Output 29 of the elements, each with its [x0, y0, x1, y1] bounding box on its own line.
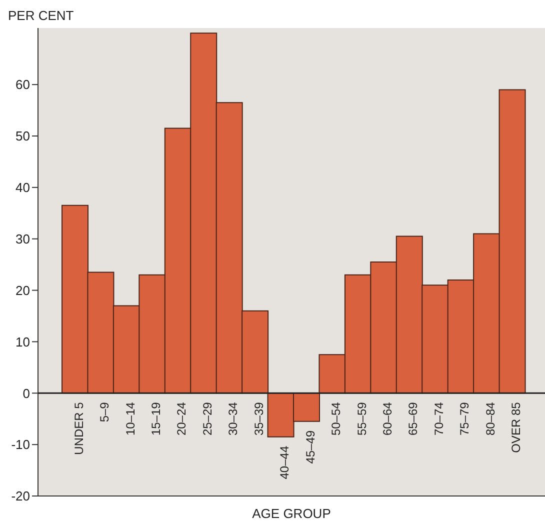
y-tick-label: 30	[16, 231, 30, 246]
y-tick-label: 50	[16, 128, 30, 144]
x-tick-label: 50–54	[329, 402, 344, 436]
x-tick-label: 80–84	[483, 402, 498, 436]
x-tick-label: 30–34	[226, 402, 240, 436]
x-tick-label: 35–39	[252, 402, 266, 436]
x-tick-label: 5–9	[98, 402, 112, 422]
x-tick-label: 45–49	[303, 430, 318, 464]
y-axis-title: PER CENT	[8, 8, 74, 23]
y-tick-label: 40	[16, 180, 30, 196]
x-tick-label: UNDER 5	[72, 402, 86, 455]
x-tick-label: 25–29	[200, 402, 214, 436]
x-tick-label: 20–24	[174, 402, 189, 436]
x-axis-title: AGE GROUP	[252, 506, 331, 521]
y-tick-label: -10	[11, 437, 30, 452]
x-tick-label: 10–14	[123, 402, 138, 436]
y-tick-label: 20	[16, 282, 30, 298]
x-tick-label: 75–79	[458, 402, 472, 436]
x-tick-label: 60–64	[380, 402, 395, 436]
x-tick-label: 15–19	[149, 402, 164, 436]
x-tick-label: 65–69	[406, 402, 420, 436]
x-tick-label: OVER 85	[509, 402, 524, 453]
x-tick-label: 70–74	[432, 402, 446, 436]
y-tick-label: 0	[22, 386, 30, 401]
y-tick-label: -20	[11, 488, 30, 504]
y-tick-label: 60	[16, 77, 30, 92]
y-tick-label: 10	[16, 334, 30, 350]
x-tick-label: 40–44	[278, 446, 292, 480]
x-tick-label: 55–59	[354, 402, 369, 436]
